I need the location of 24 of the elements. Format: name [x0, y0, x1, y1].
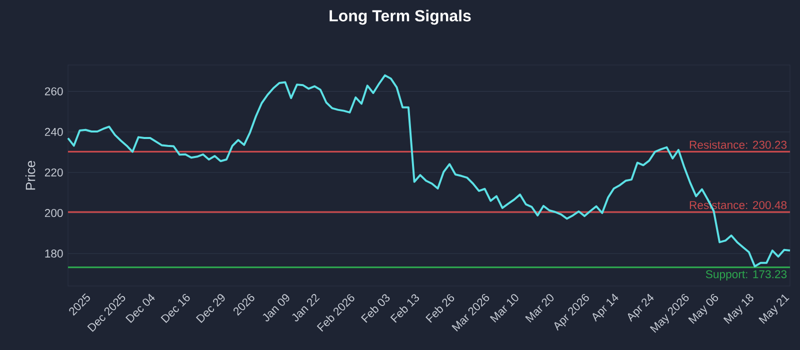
- x-tick-label: Dec 04: [126, 294, 155, 323]
- x-tick-label: May 06: [688, 294, 718, 324]
- chart-title: Long Term Signals: [330, 10, 471, 25]
- x-tick-label: Mar 20: [525, 294, 554, 323]
- x-tick-label: Dec 16: [160, 294, 190, 323]
- x-tick-label: Apr 14: [592, 294, 618, 322]
- ref-line-label: Resistance: 230.23: [690, 140, 787, 149]
- x-tick-label: May 18: [723, 294, 754, 324]
- x-tick-label: May 21: [758, 294, 790, 324]
- x-tick-label: Feb 26: [426, 294, 454, 323]
- y-axis-title: Price: [25, 160, 36, 190]
- x-tick-label: Mar 10: [490, 294, 518, 323]
- x-tick-label: Feb 03: [360, 294, 390, 323]
- x-tick-label: Jan 22: [292, 294, 320, 322]
- y-tick-label: 200: [44, 209, 63, 218]
- y-tick-label: 180: [45, 250, 63, 258]
- ref-line-label: Support: 173.23: [706, 270, 787, 280]
- x-tick-label: Apr 24: [628, 294, 654, 322]
- y-tick-label: 240: [44, 128, 63, 136]
- y-tick-label: 260: [44, 87, 63, 96]
- x-tick-label: Jan 09: [262, 294, 290, 322]
- x-tick-label: Dec 29: [196, 294, 225, 323]
- y-tick-label: 220: [44, 168, 63, 176]
- x-tick-label: Feb 13: [390, 294, 419, 323]
